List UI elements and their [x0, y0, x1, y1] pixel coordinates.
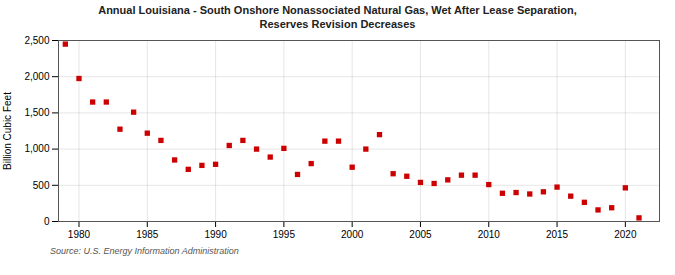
svg-text:1995: 1995	[273, 228, 296, 239]
html-text:Annual Louisiana - South Onsho: Annual Louisiana - South Onshore Nonasso…	[98, 4, 577, 16]
svg-text:2005: 2005	[409, 228, 432, 239]
svg-text:Billion Cubic Feet: Billion Cubic Feet	[2, 91, 13, 169]
svg-text:500: 500	[33, 179, 50, 190]
svg-text:1980: 1980	[68, 228, 91, 239]
svg-text:2000: 2000	[341, 228, 364, 239]
svg-text:2,000: 2,000	[24, 70, 49, 81]
svg-text:0: 0	[44, 215, 50, 226]
svg-text:2015: 2015	[546, 228, 569, 239]
svg-text:1990: 1990	[204, 228, 227, 239]
svg-text:1,500: 1,500	[24, 107, 49, 118]
svg-text:1,000: 1,000	[24, 143, 49, 154]
html-text:Reserves Revision Decreases: Reserves Revision Decreases	[259, 18, 416, 31]
html-text:Source: U.S. Energy Informatio: Source: U.S. Energy Information Administ…	[50, 245, 239, 256]
svg-text:2010: 2010	[478, 228, 501, 239]
svg-text:2,500: 2,500	[24, 34, 49, 45]
svg-text:1985: 1985	[136, 228, 159, 239]
svg-text:2020: 2020	[614, 228, 637, 239]
